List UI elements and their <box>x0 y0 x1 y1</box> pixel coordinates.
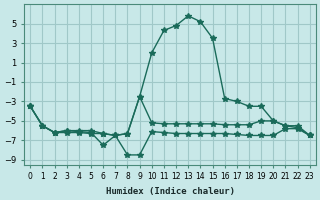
X-axis label: Humidex (Indice chaleur): Humidex (Indice chaleur) <box>106 187 235 196</box>
